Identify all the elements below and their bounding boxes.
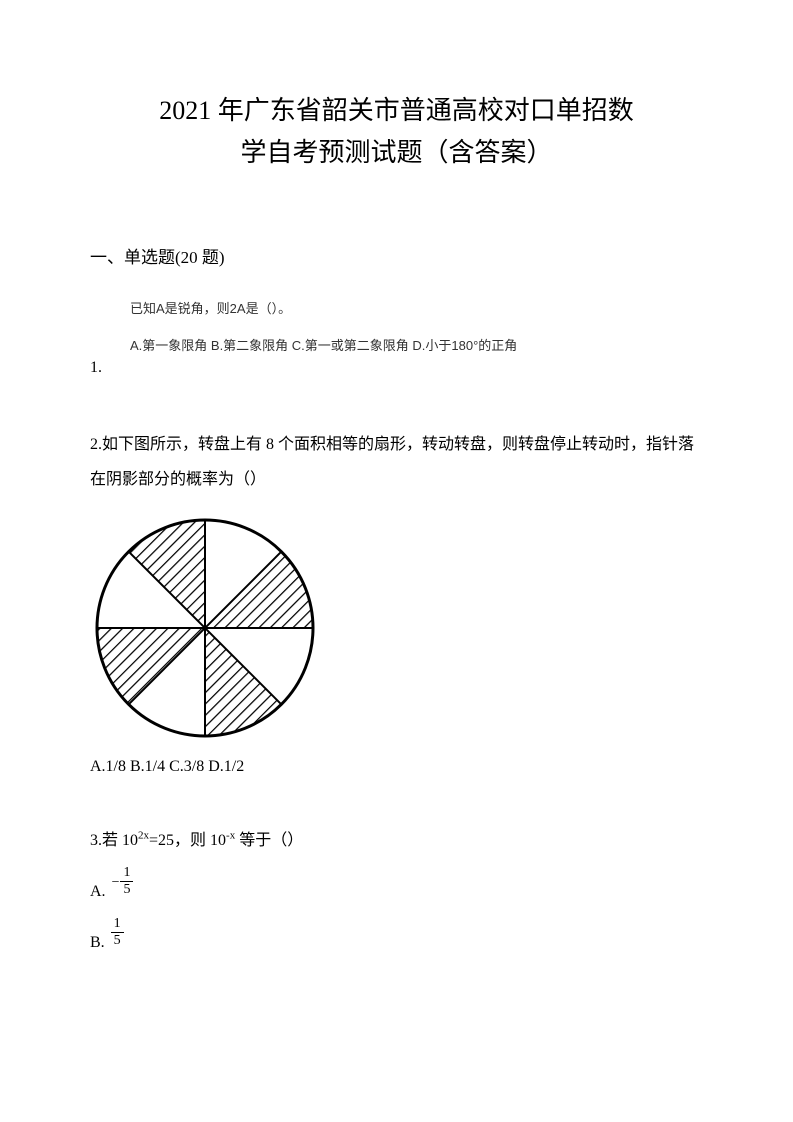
q2-text: 2.如下图所示，转盘上有 8 个面积相等的扇形，转动转盘，则转盘停止转动时，指针… [90, 427, 703, 497]
option-a-den: 5 [120, 882, 133, 897]
question-2: 2.如下图所示，转盘上有 8 个面积相等的扇形，转动转盘，则转盘停止转动时，指针… [90, 427, 703, 775]
option-b-fraction: 1 5 [111, 917, 124, 948]
q3-text: 3.若 102x=25，则 10-x 等于（） [90, 826, 703, 850]
section-header: 一、单选题(20 题) [90, 243, 703, 268]
q3-suffix: 等于（） [235, 832, 303, 849]
option-b-num: 1 [111, 917, 124, 933]
option-a-label: A. [90, 883, 106, 901]
q1-options: A.第一象限角 B.第二象限角 C.第一或第二象限角 D.小于180°的正角 [130, 335, 703, 354]
q3-exp2: -x [226, 829, 235, 841]
q1-stem: 已知A是锐角，则2A是（）。 [130, 298, 703, 317]
q3-option-a: A. − 1 5 [90, 870, 703, 901]
q3-prefix: 3.若 10 [90, 832, 138, 849]
title-line2: 学自考预测试题（含答案） [240, 138, 552, 167]
question-1: 已知A是锐角，则2A是（）。 A.第一象限角 B.第二象限角 C.第一或第二象限… [90, 298, 703, 377]
option-b-den: 5 [111, 933, 124, 948]
option-a-num: 1 [120, 866, 133, 882]
option-b-label: B. [90, 934, 105, 952]
page-title: 2021 年广东省韶关市普通高校对口单招数 学自考预测试题（含答案） [90, 90, 703, 173]
q1-number: 1. [90, 359, 703, 377]
q3-exp1: 2x [138, 829, 149, 841]
q2-options: A.1/8 B.1/4 C.3/8 D.1/2 [90, 758, 703, 776]
option-a-fraction: 1 5 [120, 866, 133, 897]
q3-option-b: B. 1 5 [90, 921, 703, 952]
title-line1: 2021 年广东省韶关市普通高校对口单招数 [159, 96, 634, 125]
question-3: 3.若 102x=25，则 10-x 等于（） A. − 1 5 B. 1 5 [90, 826, 703, 952]
q3-mid: =25，则 10 [149, 832, 226, 849]
option-a-neg: − [112, 875, 120, 891]
spinner-diagram [90, 513, 320, 743]
